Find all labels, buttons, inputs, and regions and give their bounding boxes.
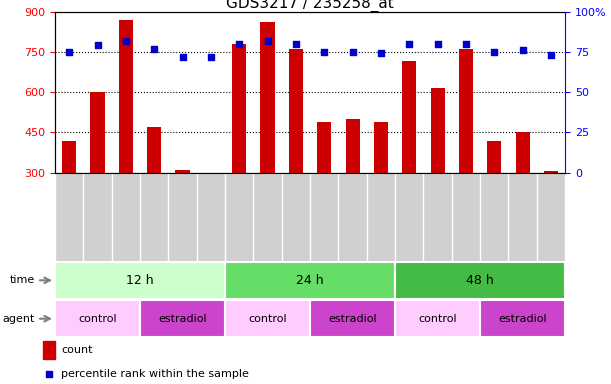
Bar (225, 300, 310, 337)
Point (489, 49, 499, 55)
Text: percentile rank within the sample: percentile rank within the sample (61, 369, 249, 379)
Text: count: count (61, 345, 93, 355)
Point (518, 47, 527, 53)
Point (433, 41, 442, 47)
Point (44, 371, 54, 377)
Point (206, 54, 216, 60)
Text: 24 h: 24 h (296, 274, 324, 287)
Text: estradiol: estradiol (328, 314, 377, 324)
Bar (374, 122, 388, 173)
Point (320, 49, 329, 55)
Bar (55, 300, 140, 337)
Bar (395, 300, 480, 337)
Bar (459, 49, 473, 173)
Text: estradiol: estradiol (158, 314, 207, 324)
Point (461, 41, 471, 47)
Point (121, 38, 131, 44)
Bar (55, 262, 225, 299)
Point (348, 49, 357, 55)
Text: 12 h: 12 h (126, 274, 154, 287)
Text: 48 h: 48 h (466, 274, 494, 287)
Point (178, 54, 188, 60)
Text: control: control (78, 314, 117, 324)
Bar (395, 262, 565, 299)
Bar (225, 262, 395, 299)
Text: time: time (9, 275, 35, 285)
Text: estradiol: estradiol (499, 314, 547, 324)
Bar (480, 300, 565, 337)
Text: control: control (419, 314, 457, 324)
Bar (487, 141, 502, 173)
Bar (544, 171, 558, 173)
Point (93, 42, 103, 48)
Point (149, 46, 159, 52)
Point (263, 38, 273, 44)
Point (235, 41, 244, 47)
Bar (140, 300, 225, 337)
Point (546, 52, 556, 58)
Bar (310, 300, 395, 337)
Title: GDS3217 / 235258_at: GDS3217 / 235258_at (226, 0, 394, 12)
Bar (345, 119, 360, 173)
Point (376, 50, 386, 56)
Text: agent: agent (2, 314, 35, 324)
Bar (43, 341, 55, 359)
Bar (317, 122, 331, 173)
Bar (516, 132, 530, 173)
Bar (175, 170, 189, 173)
Point (64, 49, 74, 55)
Bar (232, 44, 246, 173)
Text: control: control (248, 314, 287, 324)
Bar (402, 61, 416, 173)
Bar (119, 20, 133, 173)
Bar (90, 92, 104, 173)
Bar (289, 49, 303, 173)
Bar (431, 88, 445, 173)
Bar (62, 141, 76, 173)
Bar (147, 127, 161, 173)
Point (404, 41, 414, 47)
Bar (260, 22, 275, 173)
Point (291, 41, 301, 47)
